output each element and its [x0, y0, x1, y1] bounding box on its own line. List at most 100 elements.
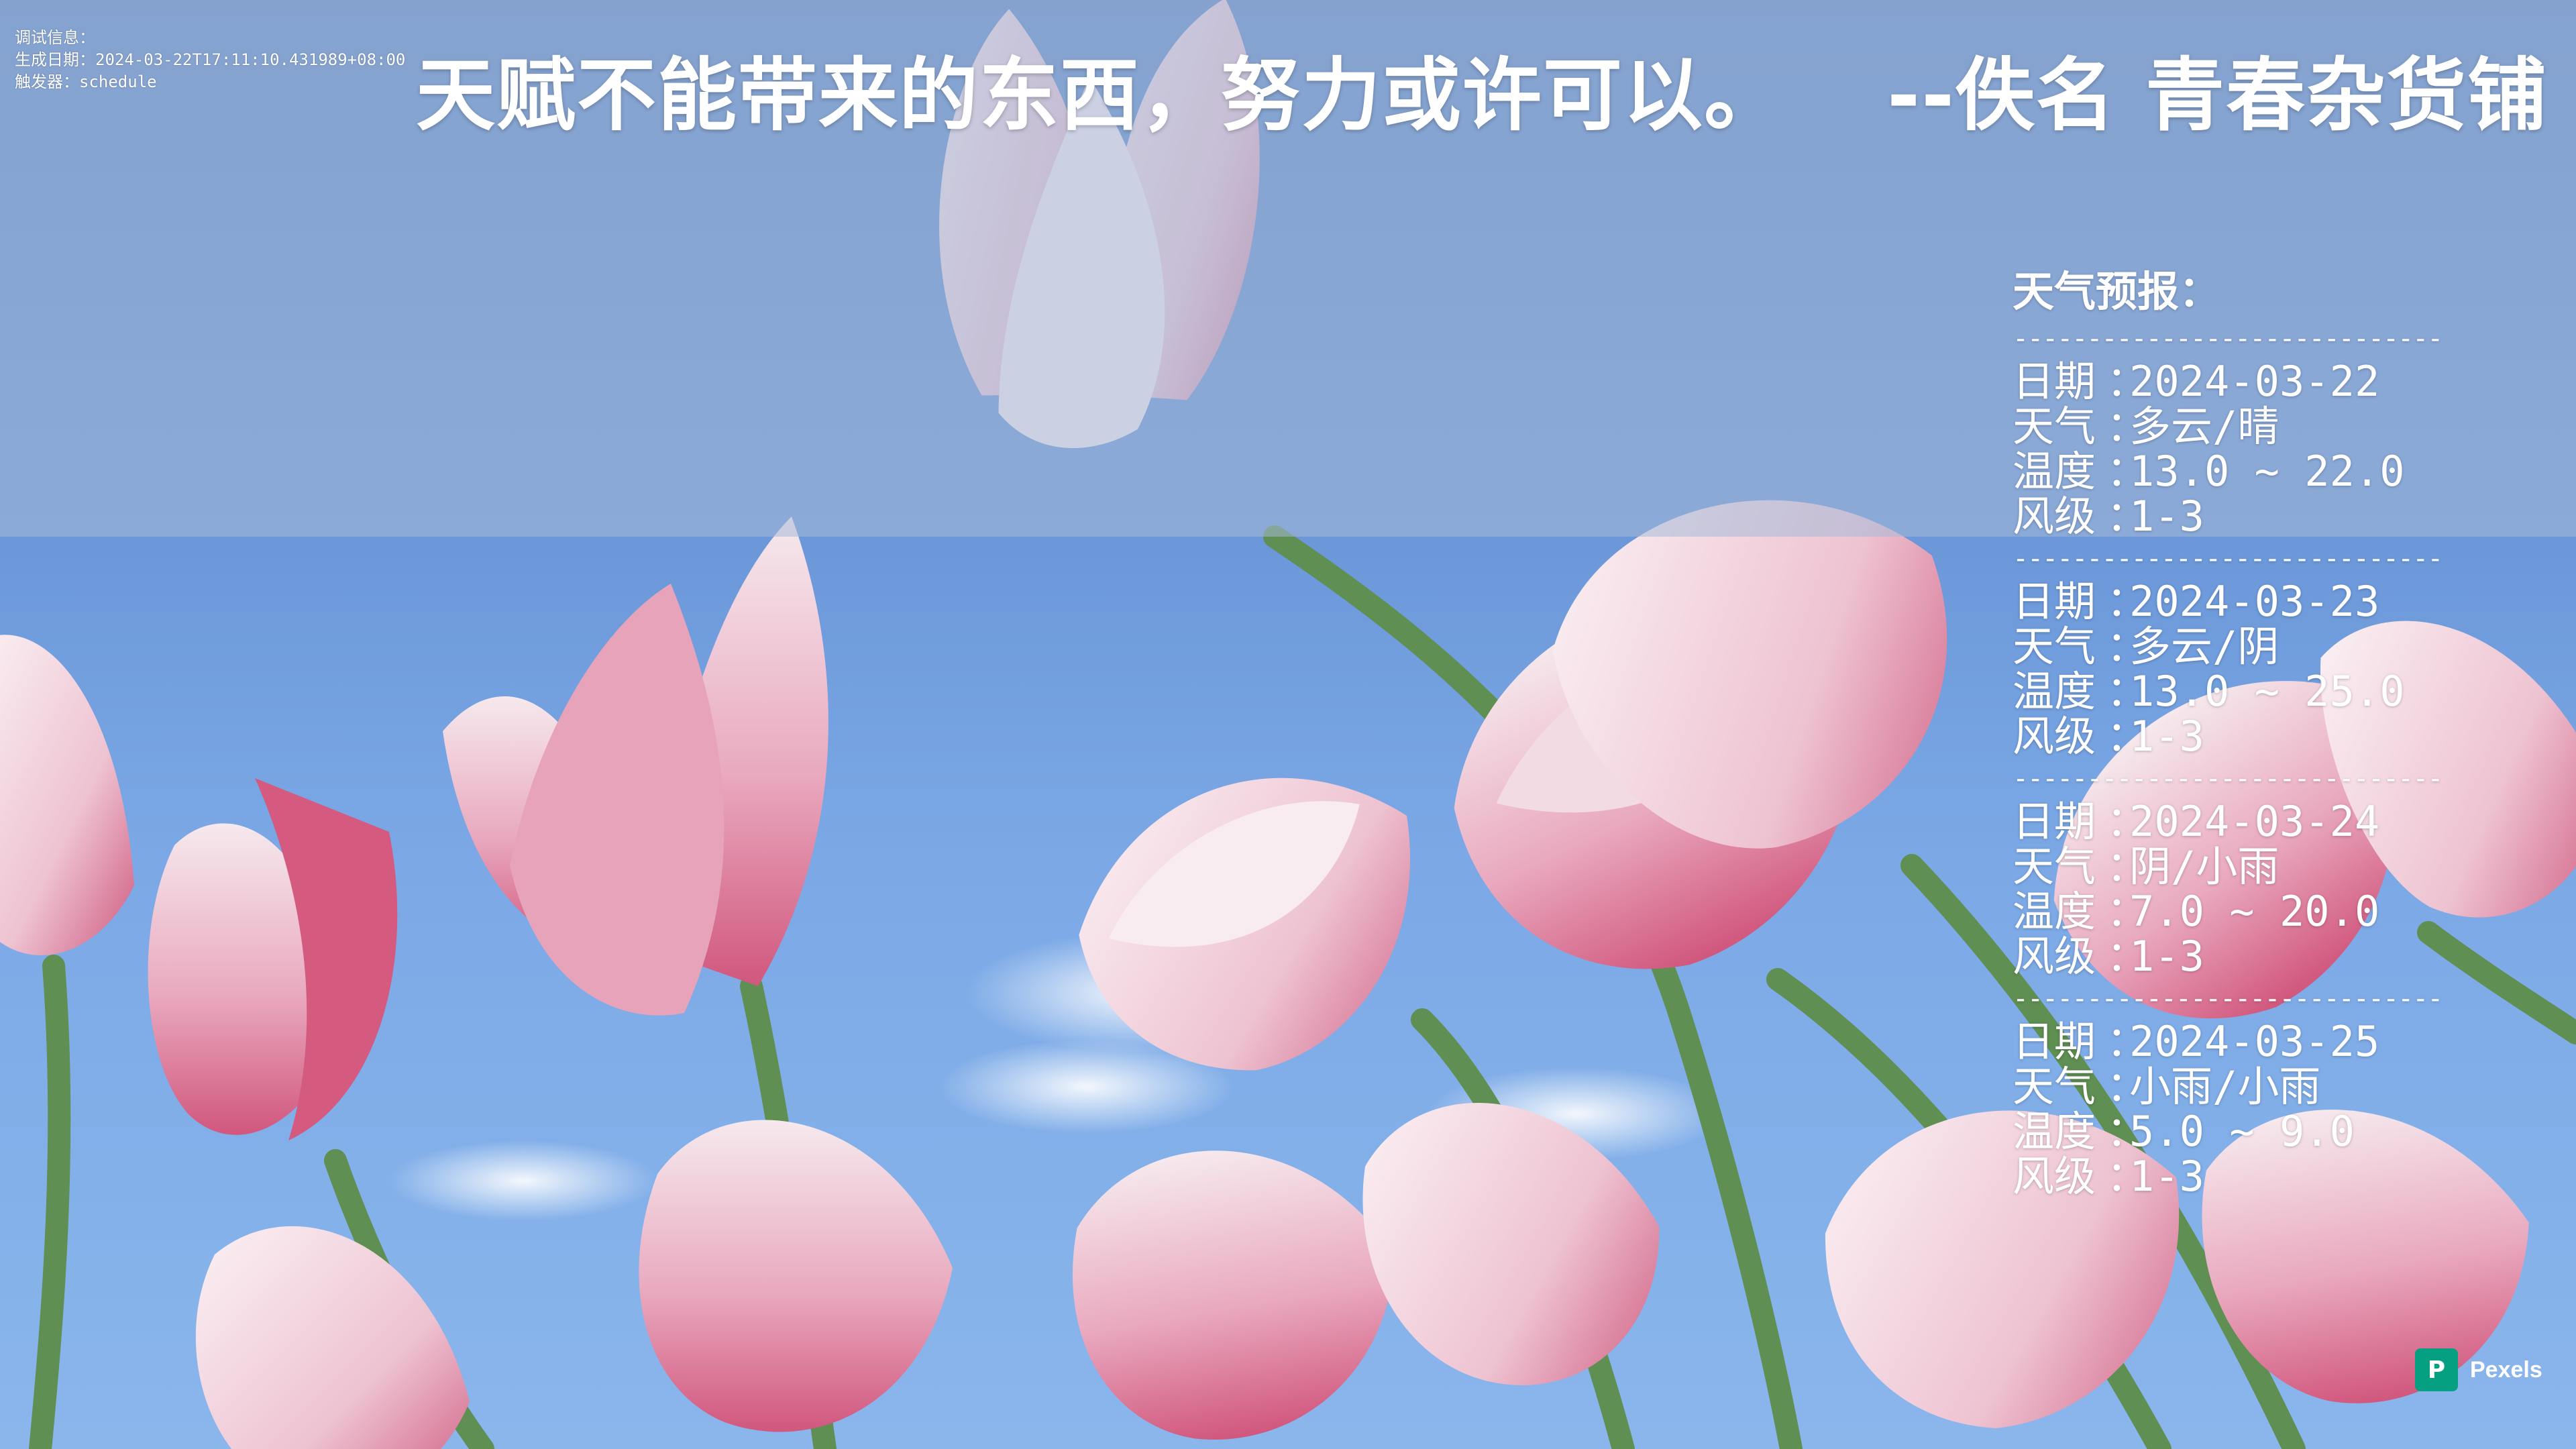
- weather-temp-label: 温度: [2012, 887, 2096, 936]
- tulip-flower: [639, 1120, 953, 1432]
- weather-date-row: 日期 ：2024-03-25: [2012, 1019, 2442, 1064]
- tulip-flower: [1079, 777, 1410, 1071]
- tulip-flower: [148, 778, 398, 1140]
- weather-wind-value: 1-3: [2129, 712, 2204, 761]
- tulip-flower: [1072, 1150, 1395, 1440]
- tulip-stem: [1900, 854, 2306, 1449]
- debug-label: 调试信息：: [15, 28, 95, 47]
- weather-colon: ：: [2106, 1017, 2149, 1066]
- weather-weather-label: 天气: [2012, 842, 2096, 891]
- weather-colon: ：: [2106, 492, 2149, 541]
- weather-divider: --------------------------------: [2012, 985, 2442, 1012]
- weather-divider: --------------------------------: [2012, 545, 2442, 572]
- weather-temp-row: 温度 ：13.0 ~ 25.0: [2012, 669, 2442, 714]
- debug-generated-date: 生成日期：2024-03-22T17:11:10.431989+08:00: [15, 50, 406, 69]
- weather-weather-label: 天气: [2012, 622, 2096, 671]
- weather-day-list: 日期 ：2024-03-22 天气 ：多云/晴 温度 ：13.0 ~ 22.0 风级 ：1-3…: [2012, 352, 2442, 1205]
- tulip-flower: [1552, 500, 1947, 849]
- cloud: [389, 1140, 657, 1221]
- weather-date-row: 日期 ：2024-03-23: [2012, 579, 2442, 624]
- weather-divider: --------------------------------: [2012, 765, 2442, 792]
- tulip-stem: [29, 955, 71, 1449]
- tulip-flower: [443, 517, 828, 1016]
- weather-date-label: 日期: [2012, 1017, 2096, 1066]
- tulip-flower: [1362, 1103, 1660, 1385]
- weather-temp-row: 温度 ：5.0 ~ 9.0: [2012, 1109, 2442, 1154]
- weather-wind-row: 风级 ：1-3: [2012, 494, 2442, 539]
- weather-temp-row: 温度 ：13.0 ~ 22.0: [2012, 449, 2442, 494]
- tulip-flower: [1825, 1110, 2180, 1428]
- weather-temp-value: 13.0 ~ 25.0: [2129, 667, 2405, 716]
- weather-weather-label: 天气: [2012, 1062, 2096, 1111]
- weather-colon: ：: [2106, 797, 2149, 846]
- weather-temp-value: 13.0 ~ 22.0: [2129, 447, 2405, 496]
- weather-colon: ：: [2106, 447, 2149, 496]
- weather-day: 日期 ：2024-03-25 天气 ：小雨/小雨 温度 ：5.0 ~ 9.0 风级 ：1-3: [2012, 1012, 2442, 1205]
- weather-colon: ：: [2106, 932, 2149, 981]
- weather-forecast-panel: 天气预报： -------------------------------- 日…: [2012, 265, 2442, 1205]
- weather-day: 日期 ：2024-03-23 天气 ：多云/阴 温度 ：13.0 ~ 25.0 风级 ：1-3: [2012, 572, 2442, 765]
- weather-wind-row: 风级 ：1-3: [2012, 934, 2442, 979]
- weather-date-label: 日期: [2012, 357, 2096, 406]
- tulip-flower: [2053, 681, 2396, 1019]
- tulip-stem: [2417, 921, 2576, 1044]
- weather-date-value: 2024-03-22: [2129, 357, 2380, 406]
- weather-weather-value: 小雨/小雨: [2129, 1062, 2321, 1111]
- weather-wind-value: 1-3: [2129, 492, 2204, 541]
- weather-date-label: 日期: [2012, 577, 2096, 626]
- cloud: [939, 1040, 1234, 1134]
- weather-temp-label: 温度: [2012, 447, 2096, 496]
- weather-temp-label: 温度: [2012, 1107, 2096, 1156]
- pexels-brand-label: Pexels: [2470, 1356, 2542, 1383]
- weather-colon: ：: [2106, 887, 2149, 936]
- weather-wind-label: 风级: [2012, 492, 2096, 541]
- weather-divider: --------------------------------: [2012, 325, 2442, 352]
- weather-colon: ：: [2106, 357, 2149, 406]
- weather-weather-row: 天气 ：阴/小雨: [2012, 844, 2442, 889]
- weather-date-value: 2024-03-25: [2129, 1017, 2380, 1066]
- weather-day: 日期 ：2024-03-22 天气 ：多云/晴 温度 ：13.0 ~ 22.0 风级 ：1-3: [2012, 352, 2442, 545]
- weather-colon: ：: [2106, 577, 2149, 626]
- weather-date-label: 日期: [2012, 797, 2096, 846]
- weather-colon: ：: [2106, 622, 2149, 671]
- weather-weather-label: 天气: [2012, 402, 2096, 451]
- weather-colon: ：: [2106, 712, 2149, 761]
- tulip-flower: [2202, 1110, 2529, 1403]
- weather-wind-label: 风级: [2012, 1152, 2096, 1201]
- tulip-flower: [195, 1226, 470, 1449]
- weather-wind-label: 风级: [2012, 932, 2096, 981]
- quote-author: --佚名 青春杂货铺: [1887, 49, 2548, 142]
- weather-wind-label: 风级: [2012, 712, 2096, 761]
- daily-quote: 天赋不能带来的东西，努力或许可以。 --佚名 青春杂货铺: [416, 42, 2546, 149]
- weather-colon: ：: [2106, 1152, 2149, 1201]
- tulip-stem: [1263, 525, 1803, 1449]
- weather-colon: ：: [2106, 1062, 2149, 1111]
- weather-date-row: 日期 ：2024-03-22: [2012, 359, 2442, 404]
- tulip-flower: [0, 635, 134, 955]
- weather-temp-label: 温度: [2012, 667, 2096, 716]
- weather-weather-row: 天气 ：小雨/小雨: [2012, 1064, 2442, 1109]
- weather-colon: ：: [2106, 667, 2149, 716]
- pexels-watermark: P Pexels: [2415, 1348, 2542, 1391]
- weather-title: 天气预报：: [2012, 267, 2221, 316]
- weather-weather-row: 天气 ：多云/阴: [2012, 624, 2442, 669]
- debug-info-panel: 调试信息： 生成日期：2024-03-22T17:11:10.431989+08…: [15, 27, 405, 93]
- weather-weather-row: 天气 ：多云/晴: [2012, 404, 2442, 449]
- weather-wind-row: 风级 ：1-3: [2012, 714, 2442, 759]
- weather-temp-row: 温度 ：7.0 ~ 20.0: [2012, 889, 2442, 934]
- quote-banner-overlay: [0, 0, 2576, 537]
- quote-text: 天赋不能带来的东西，努力或许可以。: [416, 49, 1785, 142]
- weather-temp-value: 5.0 ~ 9.0: [2129, 1107, 2355, 1156]
- weather-colon: ：: [2106, 402, 2149, 451]
- weather-date-value: 2024-03-24: [2129, 797, 2380, 846]
- weather-wind-row: 风级 ：1-3: [2012, 1154, 2442, 1199]
- weather-weather-value: 多云/阴: [2129, 622, 2279, 671]
- weather-wind-value: 1-3: [2129, 932, 2204, 981]
- debug-trigger: 触发器：schedule: [15, 72, 157, 91]
- weather-date-value: 2024-03-23: [2129, 577, 2380, 626]
- weather-colon: ：: [2106, 842, 2149, 891]
- weather-day: 日期 ：2024-03-24 天气 ：阴/小雨 温度 ：7.0 ~ 20.0 风级 ：1-3: [2012, 792, 2442, 985]
- weather-colon: ：: [2106, 1107, 2149, 1156]
- weather-weather-value: 多云/晴: [2129, 402, 2279, 451]
